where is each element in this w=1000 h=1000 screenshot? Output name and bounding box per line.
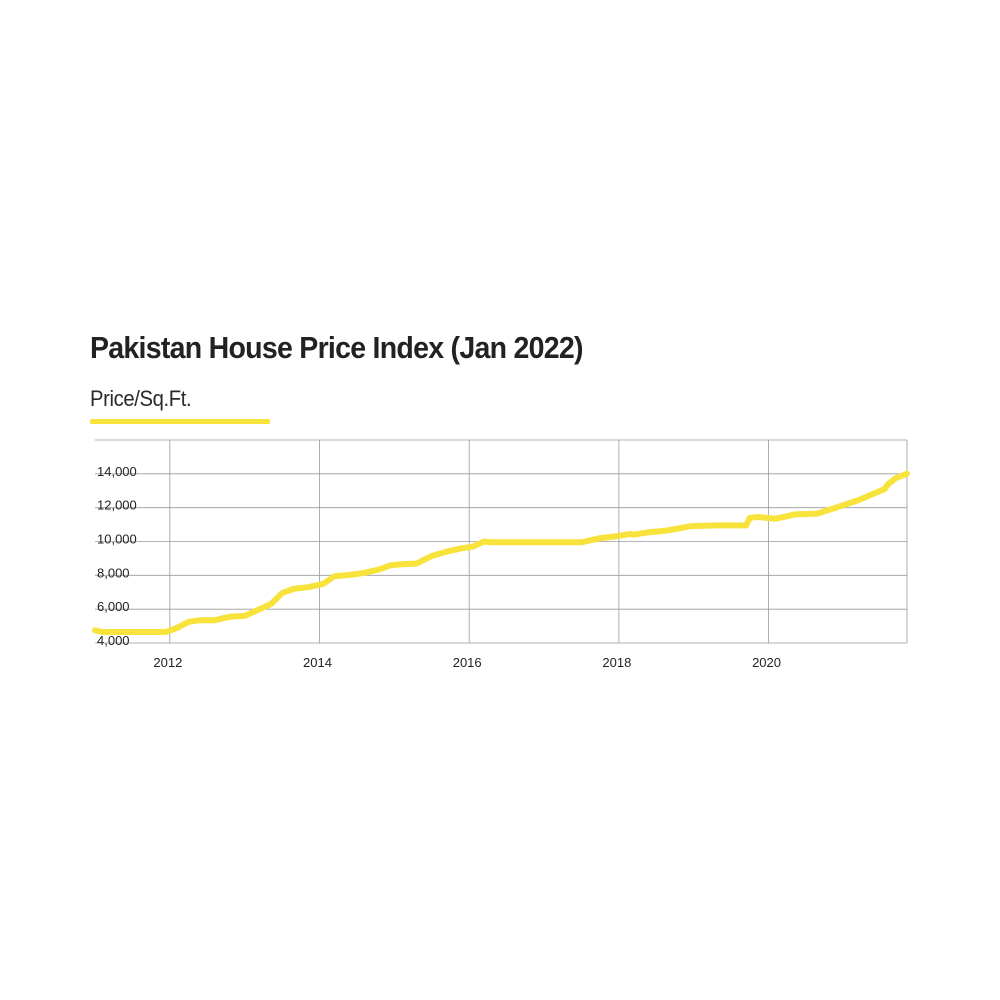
x-tick-label: 2020 [752,655,781,670]
chart-title: Pakistan House Price Index (Jan 2022) [90,330,583,365]
x-tick-label: 2018 [602,655,631,670]
y-tick-label: 8,000 [97,565,130,580]
grid-lines [95,439,908,644]
y-axis-unit-label: Price/Sq.Ft. [90,386,192,411]
x-tick-label: 2012 [153,655,182,670]
x-tick-label: 2014 [303,655,332,670]
price-index-line [92,470,910,635]
x-axis-tick-labels: 2012 2014 2016 2018 2020 [153,655,781,670]
y-tick-label: 12,000 [97,498,137,513]
y-tick-label: 6,000 [97,599,130,614]
y-tick-label: 10,000 [97,532,137,547]
y-axis-tick-labels: 4,000 6,000 8,000 10,000 12,000 14,000 [97,464,137,648]
x-tick-label: 2016 [453,655,482,670]
unit-label-underline [90,419,270,424]
y-tick-label: 14,000 [97,464,137,479]
y-tick-label: 4,000 [97,633,130,648]
